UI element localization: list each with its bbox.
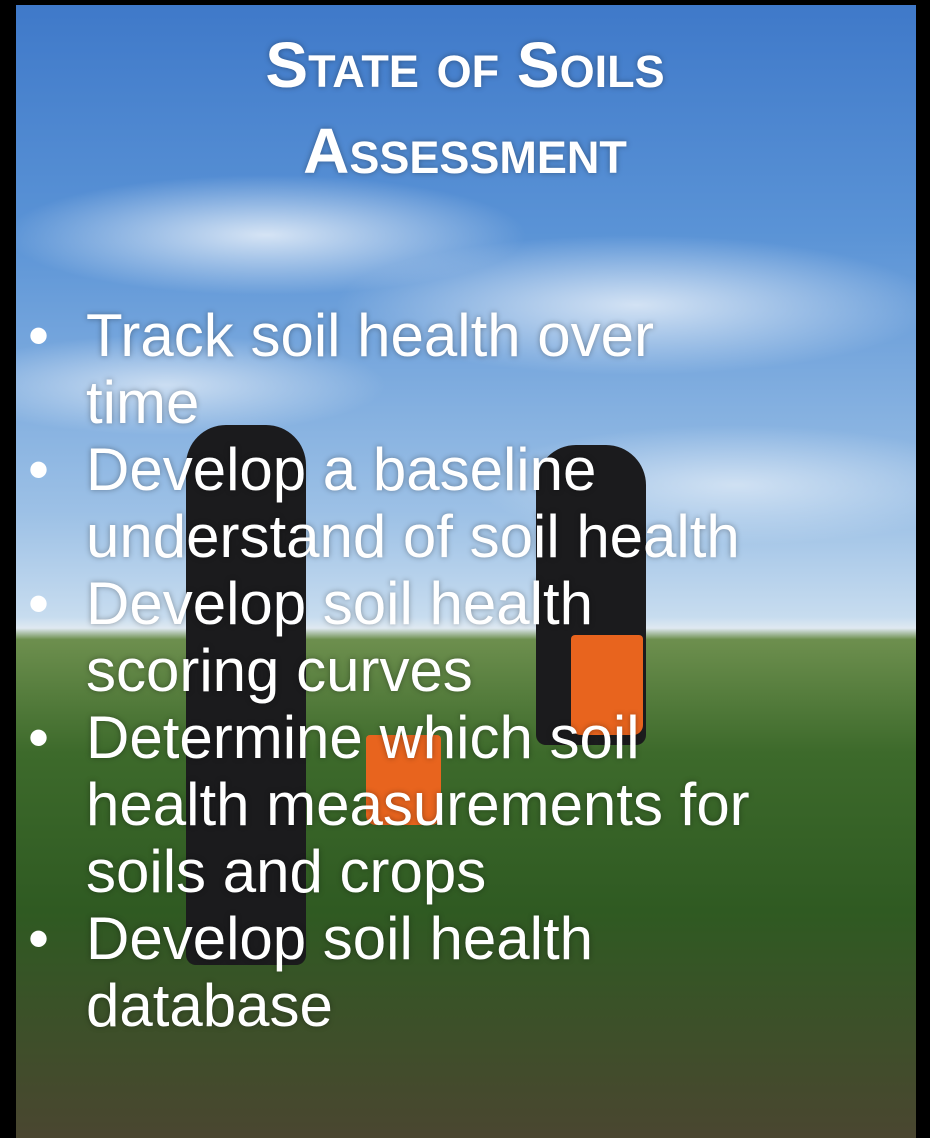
bullet-text: Track soil health over [86, 302, 654, 369]
bullet-text: time [86, 369, 199, 436]
bullet-marker: • [28, 905, 49, 972]
slide-text: State of Soils Assessment • Track soil he… [0, 0, 930, 1138]
bullet-text: Determine which soil [86, 704, 640, 771]
bullet-marker: • [28, 436, 49, 503]
bullet-text: health measurements for [86, 771, 750, 838]
bullet-text: scoring curves [86, 637, 473, 704]
bullet-marker: • [28, 570, 49, 637]
slide-title: State of Soils Assessment [0, 22, 930, 194]
bullet-text: Develop soil health [86, 570, 593, 637]
bullet-marker: • [28, 302, 49, 369]
slide: State of Soils Assessment • Track soil he… [0, 0, 930, 1138]
bullet-text: database [86, 972, 333, 1039]
bullet-text: Develop a baseline [86, 436, 596, 503]
bullet-text: soils and crops [86, 838, 486, 905]
bullet-text: understand of soil health [86, 503, 740, 570]
bullet-marker: • [28, 704, 49, 771]
bullet-text: Develop soil health [86, 905, 593, 972]
